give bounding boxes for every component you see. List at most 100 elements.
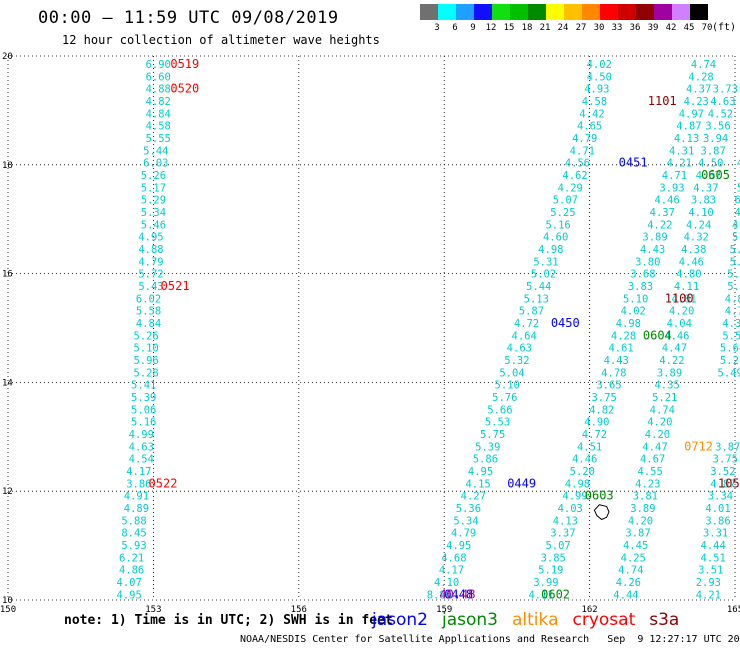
wave-height-label: 4.79 bbox=[138, 257, 163, 269]
x-tick-label: 165 bbox=[727, 605, 740, 615]
wave-height-label: 4.37 bbox=[693, 183, 718, 195]
wave-height-label: 4.64 bbox=[512, 331, 537, 343]
color-swatch-label: 70 bbox=[701, 23, 713, 33]
wave-height-label: 3.85 bbox=[541, 553, 566, 565]
pass-time-label: 0602 bbox=[541, 588, 570, 602]
island-outline bbox=[593, 504, 610, 521]
wave-height-label: 4.60 bbox=[543, 232, 568, 244]
wave-height-label: 4.47 bbox=[662, 343, 687, 355]
wave-height-label: 3.83 bbox=[691, 195, 716, 207]
wave-height-label: 4.46 bbox=[654, 195, 679, 207]
wave-height-label: 3.75 bbox=[591, 392, 616, 404]
wave-height-label: 4.54 bbox=[129, 454, 154, 466]
wave-height-label: 5.53 bbox=[485, 417, 510, 429]
wave-height-label: 4.43 bbox=[640, 244, 665, 256]
wave-height-label: 4.32 bbox=[737, 158, 740, 170]
wave-height-label: 4.74 bbox=[650, 405, 675, 417]
wave-height-label: 4.57 bbox=[696, 170, 721, 182]
wave-height-label: 4.07 bbox=[117, 577, 142, 589]
color-swatch bbox=[636, 4, 654, 20]
color-swatch-label: 33 bbox=[611, 23, 623, 33]
pass-time-label: 0448 bbox=[444, 588, 473, 602]
wave-height-label: 5.31 bbox=[533, 257, 558, 269]
wave-height-label: 4.31 bbox=[669, 146, 694, 158]
x-tick-label: 156 bbox=[291, 605, 307, 615]
wave-height-label: 5.16 bbox=[131, 417, 156, 429]
wave-height-label: 4.10 bbox=[434, 577, 459, 589]
wave-height-label: 5.87 bbox=[519, 306, 544, 318]
color-swatch bbox=[546, 4, 564, 20]
wave-height-label: 3.87 bbox=[625, 528, 650, 540]
wave-height-label: 3.86 bbox=[126, 479, 151, 491]
color-swatch-label: 24 bbox=[557, 23, 569, 33]
wave-height-label: 3.52 bbox=[710, 466, 735, 478]
wave-height-label: 4.82 bbox=[589, 405, 614, 417]
wave-height-label: 5.66 bbox=[487, 405, 512, 417]
wave-height-label: 4.38 bbox=[681, 244, 706, 256]
wave-height-label: 5.36 bbox=[456, 503, 481, 515]
wave-height-label: 5.76 bbox=[492, 392, 517, 404]
wave-height-label: 3.87 bbox=[701, 146, 726, 158]
wave-height-label: 5.17 bbox=[141, 183, 166, 195]
wave-height-label: 5.75 bbox=[480, 429, 505, 441]
color-swatch-label: 30 bbox=[593, 23, 605, 33]
wave-height-label: 4.84 bbox=[146, 109, 171, 121]
wave-height-label: 5.11 bbox=[727, 281, 740, 293]
wave-height-label: 4.90 bbox=[584, 417, 609, 429]
wave-height-label: 4.78 bbox=[601, 368, 626, 380]
wave-height-label: 4.88 bbox=[725, 294, 740, 306]
color-swatch bbox=[654, 4, 672, 20]
wave-height-label: 4.97 bbox=[679, 109, 704, 121]
color-swatch-label: 21 bbox=[539, 23, 551, 33]
wave-height-label: 4.98 bbox=[538, 244, 563, 256]
wave-height-label: 8.86 bbox=[427, 590, 452, 602]
wave-height-label: 3.65 bbox=[596, 380, 621, 392]
pass-time-label: 0521 bbox=[161, 279, 190, 293]
wave-height-label: 4.63 bbox=[129, 442, 154, 454]
wave-height-label: 5.58 bbox=[136, 306, 161, 318]
color-swatch-label: 12 bbox=[485, 23, 497, 33]
wave-height-label: 4.61 bbox=[608, 343, 633, 355]
pass-time-label: 1101 bbox=[648, 94, 677, 108]
wave-height-label: 4.58 bbox=[146, 121, 171, 133]
wave-height-label: 4.46 bbox=[572, 454, 597, 466]
pass-time-label: 0449 bbox=[507, 477, 536, 491]
wave-height-label: 4.98 bbox=[616, 318, 641, 330]
wave-height-label: 5.19 bbox=[538, 565, 563, 577]
wave-height-label: 5.72 bbox=[138, 269, 163, 281]
wave-height-label: 4.86 bbox=[119, 565, 144, 577]
pass-time-label: 0712 bbox=[684, 440, 713, 454]
wave-height-label: 4.20 bbox=[645, 429, 670, 441]
color-swatch bbox=[510, 4, 528, 20]
wave-height-label: 5.93 bbox=[121, 540, 146, 552]
wave-height-label: 3.68 bbox=[630, 269, 655, 281]
wave-height-label: 3.89 bbox=[657, 368, 682, 380]
wave-height-label: 3.99 bbox=[533, 577, 558, 589]
wave-height-label: 5.26 bbox=[133, 331, 158, 343]
wave-height-label: 4.91 bbox=[124, 491, 149, 503]
wave-height-label: 4.20 bbox=[669, 306, 694, 318]
pass-time-label: 1059 bbox=[718, 477, 740, 491]
color-swatch bbox=[618, 4, 636, 20]
wave-height-label: 4.37 bbox=[686, 84, 711, 96]
y-tick-label: 10 bbox=[2, 596, 13, 606]
wave-height-label: 5.16 bbox=[545, 220, 570, 232]
wave-height-label: 3.31 bbox=[703, 528, 728, 540]
wave-height-label: 5.68 bbox=[720, 343, 740, 355]
wave-height-label: 3.94 bbox=[703, 133, 728, 145]
wave-height-label: 4.68 bbox=[441, 553, 466, 565]
wave-height-label: 6.03 bbox=[143, 158, 168, 170]
wave-height-label: 4.23 bbox=[635, 479, 660, 491]
color-swatch-label: 18 bbox=[521, 23, 533, 33]
wave-height-label: 4.46 bbox=[664, 331, 689, 343]
pass-time-label: 0603 bbox=[585, 489, 614, 503]
wave-height-label: 4.42 bbox=[579, 109, 604, 121]
wave-height-label: 4.71 bbox=[662, 170, 687, 182]
wave-height-label: 4.84 bbox=[136, 318, 161, 330]
wave-height-label: 5.07 bbox=[545, 540, 570, 552]
color-swatch bbox=[492, 4, 510, 20]
wave-height-label: 4.95 bbox=[446, 540, 471, 552]
color-swatch bbox=[528, 4, 546, 20]
x-tick-label: 150 bbox=[0, 605, 16, 615]
wave-height-label: 4.26 bbox=[616, 577, 641, 589]
